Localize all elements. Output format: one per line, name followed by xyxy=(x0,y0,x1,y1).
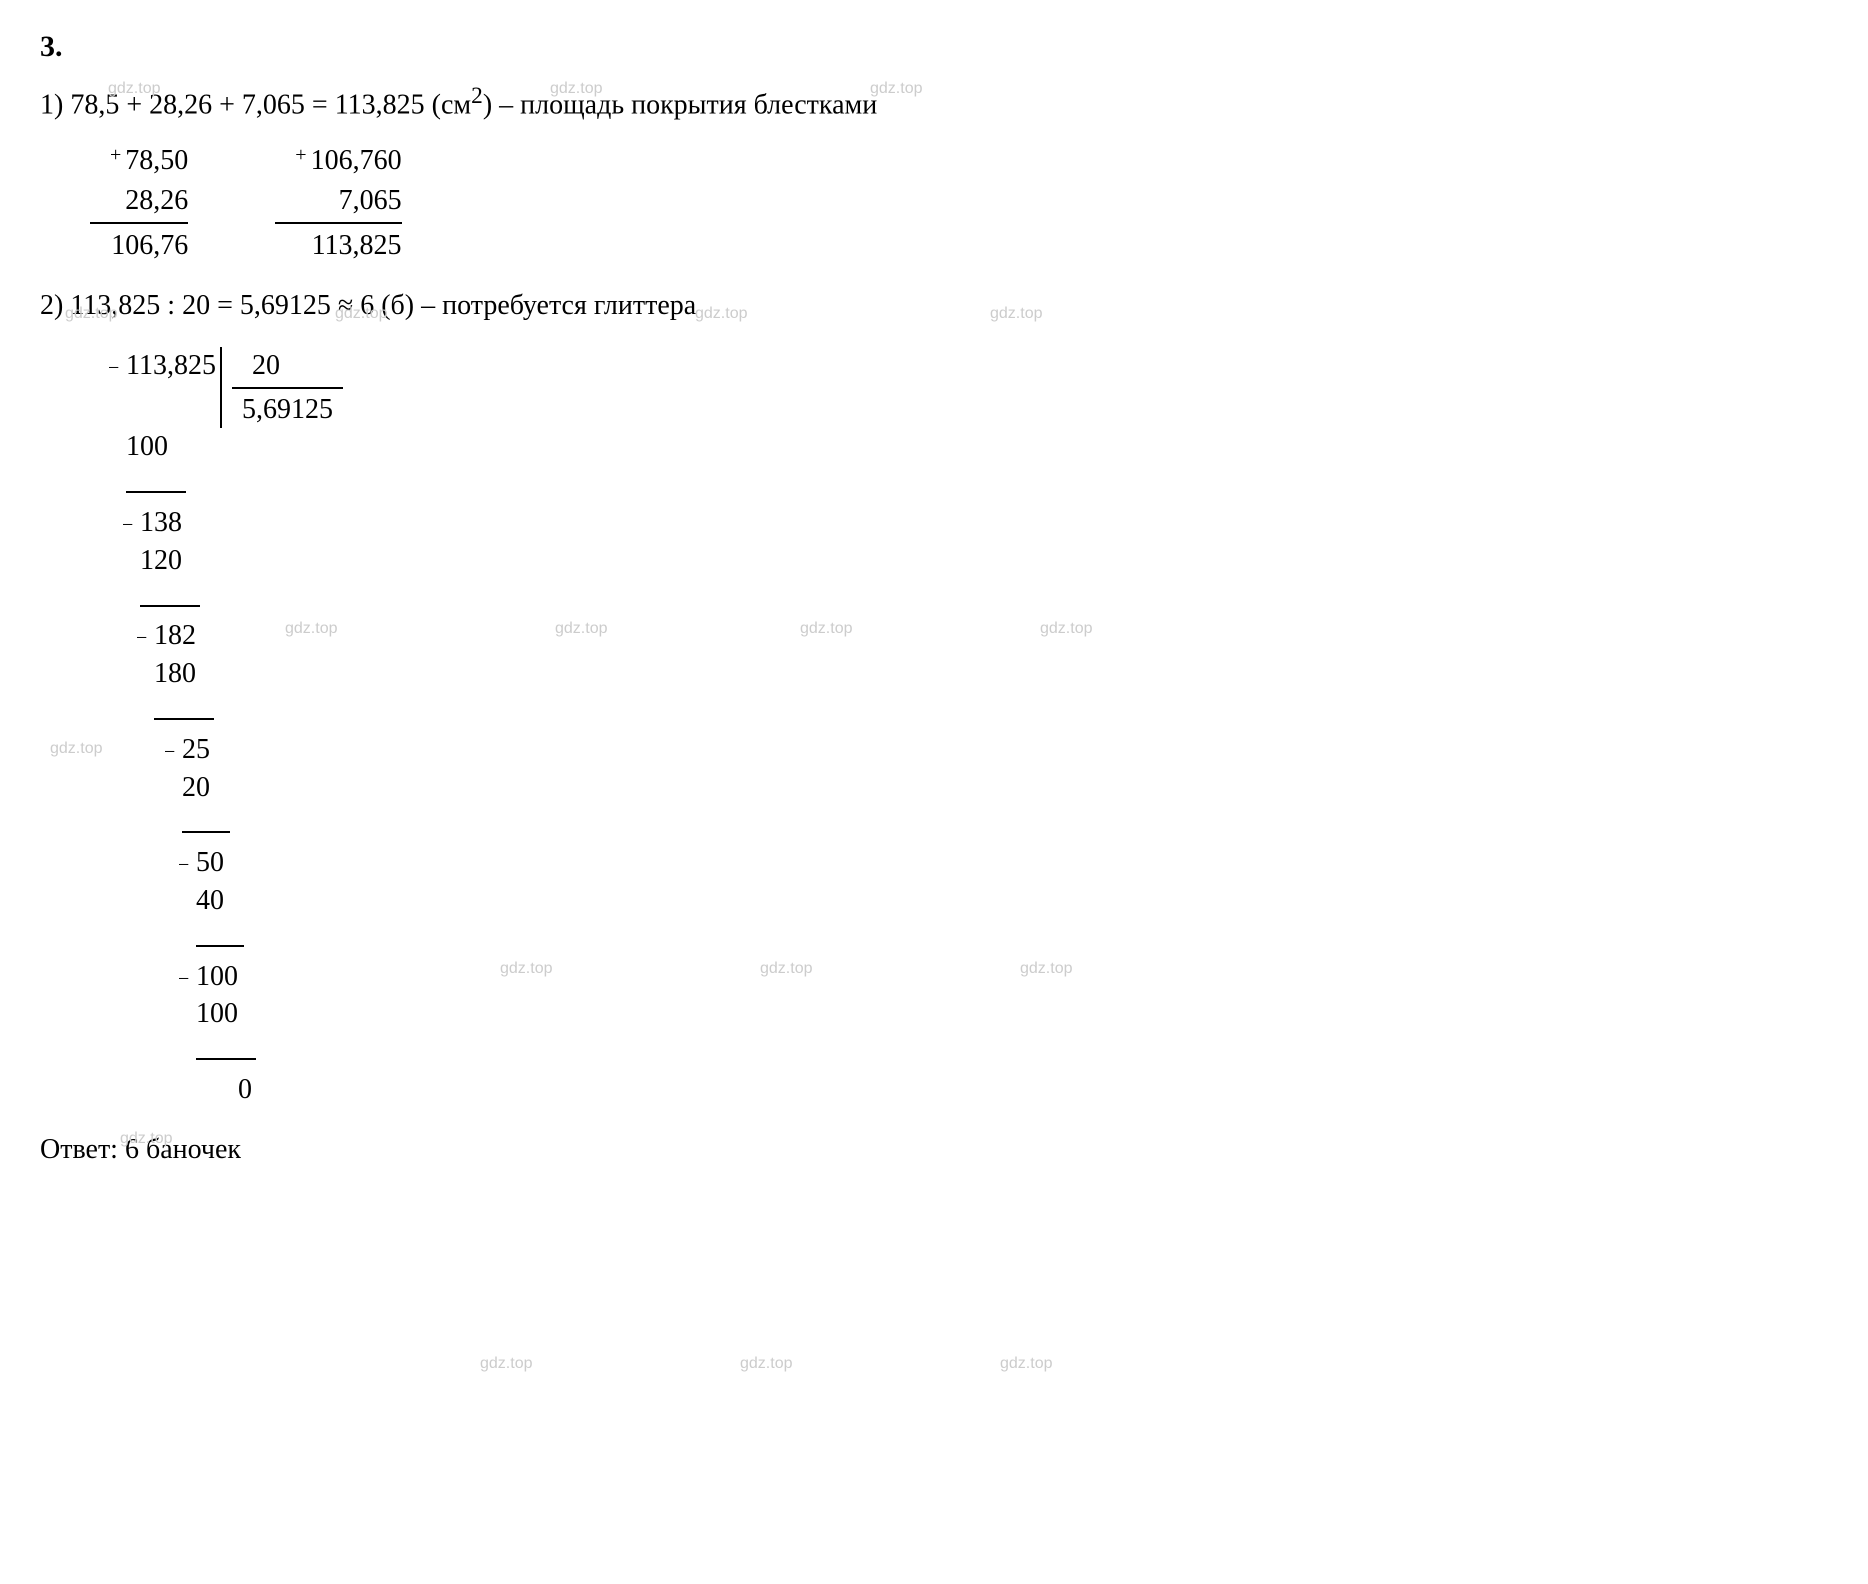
div-sub: 100 xyxy=(196,995,1828,1033)
watermark: gdz.top xyxy=(695,305,747,323)
add2-row1: 106,760 xyxy=(311,145,402,176)
watermark: gdz.top xyxy=(1040,620,1092,638)
divisor-box: 20 5,69125 xyxy=(220,347,343,429)
div-sub: 120 xyxy=(140,542,1828,580)
long-division: − 113,825 20 5,69125 100 − 138 120 − 182… xyxy=(110,347,1828,1109)
minus-icon: − xyxy=(178,966,189,993)
addition-block-2: +106,760 7,065 113,825 xyxy=(275,141,401,265)
watermark: gdz.top xyxy=(800,620,852,638)
div-sub: 180 xyxy=(154,655,1828,693)
minus-icon: − xyxy=(178,852,189,879)
div-underline xyxy=(154,718,214,720)
div-underline xyxy=(196,945,244,947)
div-final-remainder: 0 xyxy=(238,1071,1828,1109)
watermark: gdz.top xyxy=(108,80,160,98)
divisor: 20 xyxy=(232,347,343,389)
watermark: gdz.top xyxy=(120,1130,172,1148)
watermark: gdz.top xyxy=(480,1355,532,1373)
watermark: gdz.top xyxy=(335,305,387,323)
watermark: gdz.top xyxy=(65,305,117,323)
step2-line: 2) 113,825 : 20 = 5,69125 ≈ 6 (б) – потр… xyxy=(40,285,1828,327)
quotient: 5,69125 xyxy=(232,389,343,429)
div-remainder: 100 xyxy=(196,958,1828,996)
watermark: gdz.top xyxy=(550,80,602,98)
watermark: gdz.top xyxy=(1020,960,1072,978)
minus-icon: − xyxy=(108,355,119,382)
div-sub: 100 xyxy=(126,428,1828,466)
div-remainder: 50 xyxy=(196,844,1828,882)
dividend: 113,825 xyxy=(126,350,216,381)
div-underline xyxy=(196,1058,256,1060)
watermark: gdz.top xyxy=(555,620,607,638)
div-underline xyxy=(182,831,230,833)
div-step: 40 xyxy=(180,882,1828,958)
watermark: gdz.top xyxy=(990,305,1042,323)
div-step: − 50 xyxy=(180,844,1828,882)
plus-icon: + xyxy=(110,144,121,166)
step1-sup: 2 xyxy=(471,83,483,109)
minus-icon: − xyxy=(122,512,133,539)
division-header: − 113,825 20 5,69125 xyxy=(110,347,1828,429)
plus-icon: + xyxy=(295,144,306,166)
div-step: 180 xyxy=(138,655,1828,731)
div-step: 120 xyxy=(124,542,1828,618)
div-remainder: 25 xyxy=(182,731,1828,769)
div-underline xyxy=(140,605,200,607)
div-step: 100 xyxy=(110,428,1828,504)
watermark: gdz.top xyxy=(760,960,812,978)
div-underline xyxy=(126,491,186,493)
add1-row1: 78,50 xyxy=(125,145,188,176)
additions-wrapper: +78,50 28,26 106,76 +106,760 7,065 113,8… xyxy=(90,141,1828,265)
watermark: gdz.top xyxy=(870,80,922,98)
div-step: − 100 xyxy=(180,958,1828,996)
dividend-block: − 113,825 xyxy=(110,347,216,385)
minus-icon: − xyxy=(136,625,147,652)
div-sub: 40 xyxy=(196,882,1828,920)
step2-label: 2) xyxy=(40,290,63,321)
addition-block-1: +78,50 28,26 106,76 xyxy=(90,141,188,265)
minus-icon: − xyxy=(164,739,175,766)
div-step: 100 xyxy=(180,995,1828,1071)
add2-result: 113,825 xyxy=(312,230,402,261)
watermark: gdz.top xyxy=(285,620,337,638)
answer-line: Ответ: 6 баночек xyxy=(40,1134,1828,1166)
add1-row2: 28,26 xyxy=(125,185,188,216)
step1-line: 1) 78,5 + 28,26 + 7,065 = 113,825 (см2) … xyxy=(40,79,1828,126)
div-step: − 25 xyxy=(166,731,1828,769)
div-step: 20 xyxy=(166,769,1828,845)
watermark: gdz.top xyxy=(1000,1355,1052,1373)
div-step: − 138 xyxy=(124,504,1828,542)
step1-label: 1) xyxy=(40,89,63,120)
watermark: gdz.top xyxy=(500,960,552,978)
div-sub: 20 xyxy=(182,769,1828,807)
div-step: − 182 xyxy=(138,617,1828,655)
div-remainder: 182 xyxy=(154,617,1828,655)
problem-number: 3. xyxy=(40,30,1828,64)
watermark: gdz.top xyxy=(50,740,102,758)
add1-result: 106,76 xyxy=(111,230,188,261)
answer-label: Ответ: xyxy=(40,1134,118,1165)
div-remainder: 138 xyxy=(140,504,1828,542)
div-step: 0 xyxy=(222,1071,1828,1109)
add2-row2: 7,065 xyxy=(339,185,402,216)
watermark: gdz.top xyxy=(740,1355,792,1373)
step1-closing: ) – площадь покрытия блестками xyxy=(483,89,877,120)
